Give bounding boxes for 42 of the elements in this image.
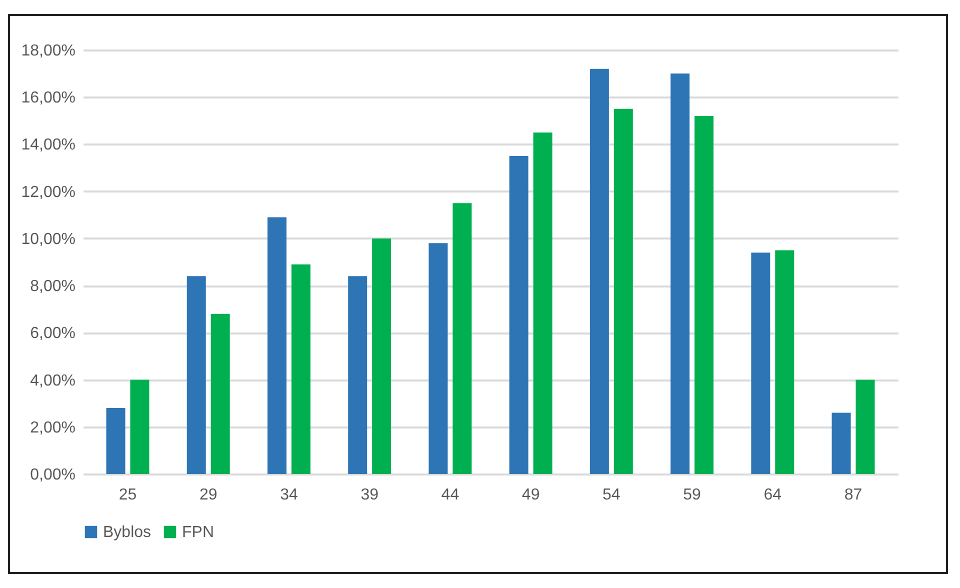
x-tick-label: 39 <box>360 486 379 504</box>
bar <box>856 380 875 474</box>
bar <box>210 314 230 474</box>
y-tick-label: 0,00% <box>30 466 76 484</box>
bar <box>533 132 552 474</box>
bar <box>267 217 286 474</box>
bar <box>130 380 150 474</box>
bar <box>590 68 609 474</box>
bar <box>291 264 310 474</box>
y-tick-label: 14,00% <box>21 136 76 154</box>
bar <box>106 408 126 474</box>
y-tick-label: 16,00% <box>21 90 76 107</box>
x-tick-label: 25 <box>118 486 137 504</box>
y-tick-label: 12,00% <box>21 184 76 201</box>
bar <box>775 250 794 474</box>
x-tick-label: 44 <box>441 486 460 504</box>
x-tick-label: 87 <box>844 486 862 504</box>
bar <box>372 238 392 474</box>
y-tick-label: 10,00% <box>21 230 76 248</box>
bar <box>751 252 770 474</box>
x-tick-label: 34 <box>280 486 298 504</box>
bar <box>186 276 206 474</box>
bar <box>348 276 368 474</box>
y-tick-label: 18,00% <box>21 42 76 60</box>
y-tick-label: 4,00% <box>30 372 76 390</box>
y-tick-label: 8,00% <box>30 278 76 296</box>
bar <box>452 203 472 474</box>
y-tick-label: 2,00% <box>30 419 76 436</box>
bar <box>428 243 448 474</box>
legend-label: Byblos <box>103 524 152 541</box>
x-tick-label: 29 <box>199 486 218 504</box>
bar <box>509 156 528 474</box>
legend-label: FPN <box>182 524 214 541</box>
bar <box>694 116 714 474</box>
x-tick-label: 54 <box>602 486 620 504</box>
x-tick-label: 49 <box>522 486 540 504</box>
bar <box>670 74 690 474</box>
bar <box>832 412 851 474</box>
x-tick-label: 64 <box>764 486 782 504</box>
y-tick-label: 6,00% <box>30 325 76 342</box>
x-tick-label: 59 <box>683 486 702 504</box>
bar <box>614 108 633 474</box>
